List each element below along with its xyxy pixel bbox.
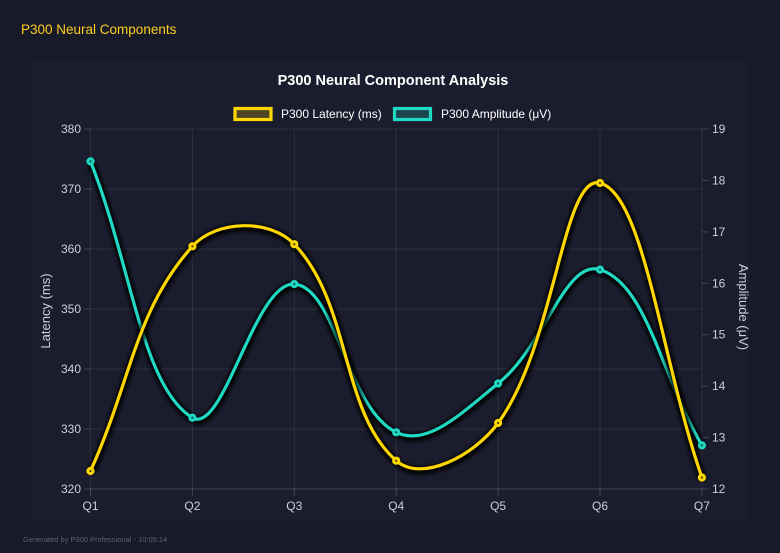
svg-text:14: 14 (712, 379, 726, 393)
svg-text:P300 Neural Component Analysis: P300 Neural Component Analysis (278, 73, 509, 89)
svg-text:Q7: Q7 (694, 499, 710, 513)
svg-text:Q4: Q4 (388, 499, 404, 513)
svg-text:Amplitude (μV): Amplitude (μV) (736, 264, 751, 350)
svg-text:330: 330 (61, 422, 81, 436)
svg-text:Q1: Q1 (82, 499, 98, 513)
svg-text:P300 Latency (ms): P300 Latency (ms) (281, 107, 382, 121)
svg-text:16: 16 (712, 276, 726, 290)
svg-text:P300 Amplitude (μV): P300 Amplitude (μV) (441, 107, 551, 121)
svg-text:15: 15 (712, 328, 726, 342)
svg-text:Q2: Q2 (184, 499, 200, 513)
svg-text:380: 380 (61, 122, 81, 136)
svg-text:370: 370 (61, 182, 81, 196)
svg-text:Q6: Q6 (592, 499, 608, 513)
svg-text:Latency (ms): Latency (ms) (38, 273, 53, 348)
svg-text:12: 12 (712, 482, 726, 496)
svg-text:17: 17 (712, 225, 726, 239)
svg-text:Q5: Q5 (490, 499, 506, 513)
svg-text:Generated by P300 Professional: Generated by P300 Professional - 10:05:1… (23, 535, 167, 544)
svg-text:13: 13 (712, 431, 726, 445)
svg-text:Q3: Q3 (286, 499, 302, 513)
svg-text:P300 Neural Components: P300 Neural Components (21, 22, 177, 37)
svg-text:320: 320 (61, 482, 81, 496)
svg-text:19: 19 (712, 122, 726, 136)
svg-text:340: 340 (61, 362, 81, 376)
svg-text:360: 360 (61, 242, 81, 256)
svg-text:350: 350 (61, 302, 81, 316)
svg-text:18: 18 (712, 173, 726, 187)
